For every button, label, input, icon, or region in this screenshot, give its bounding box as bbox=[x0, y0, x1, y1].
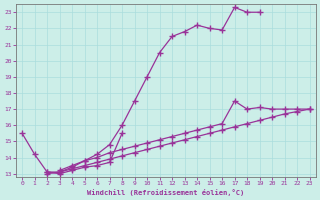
X-axis label: Windchill (Refroidissement éolien,°C): Windchill (Refroidissement éolien,°C) bbox=[87, 189, 244, 196]
